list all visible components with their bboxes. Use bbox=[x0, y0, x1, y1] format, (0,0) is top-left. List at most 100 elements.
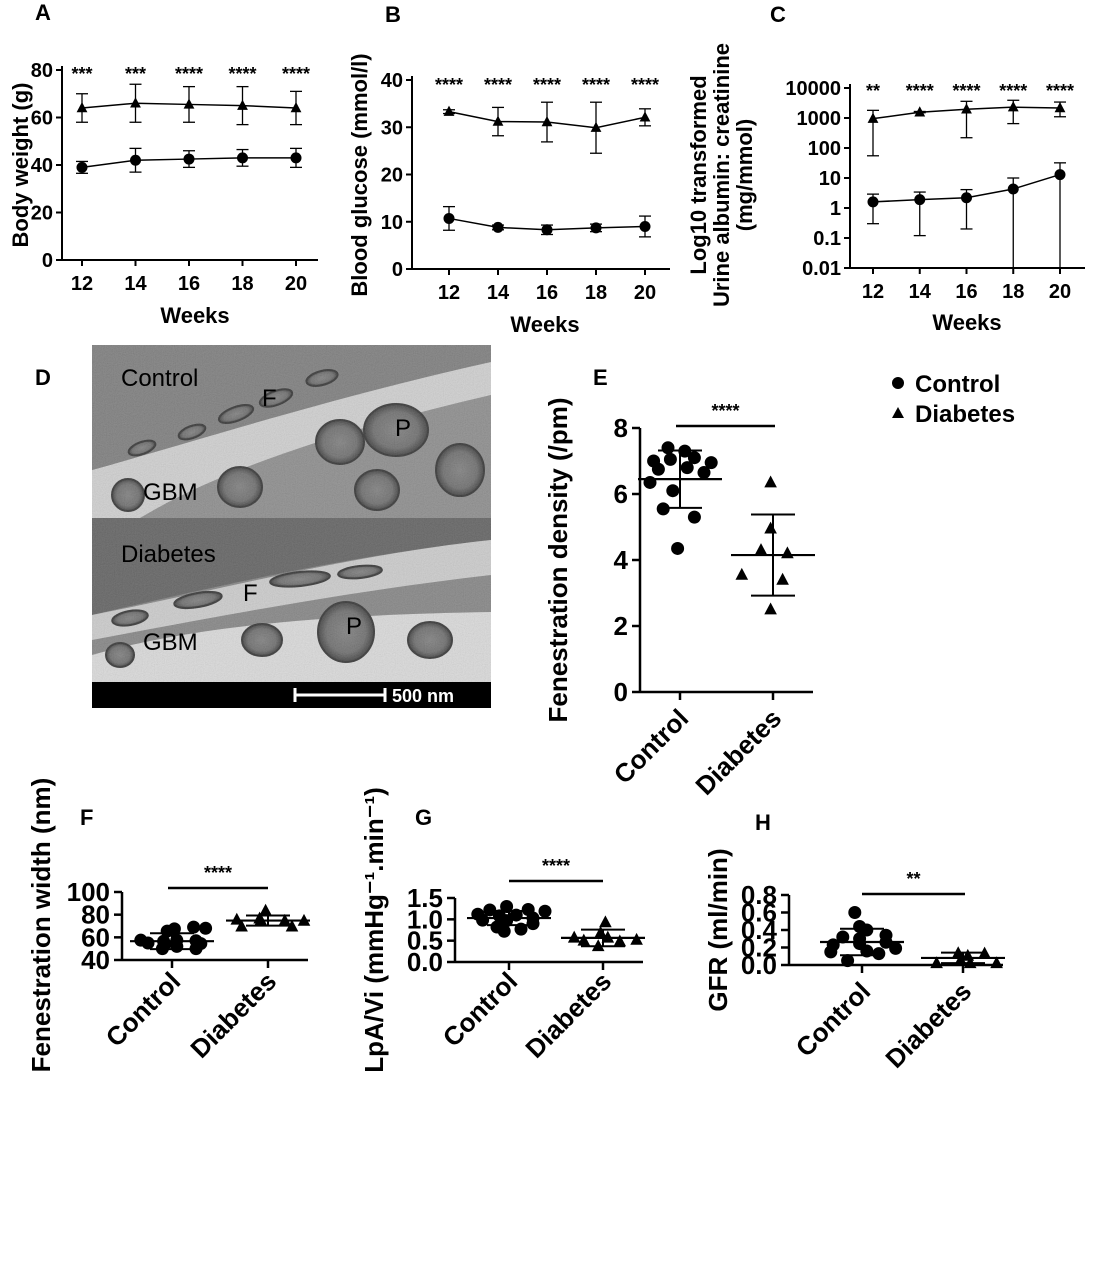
y-axis-title-line: Log10 transformed bbox=[686, 75, 711, 274]
significance-marker: *** bbox=[71, 64, 92, 84]
y-tick-label: 10000 bbox=[785, 78, 841, 100]
data-point-diabetes bbox=[259, 903, 272, 916]
data-point-diabetes bbox=[285, 919, 299, 932]
y-tick-label: 40 bbox=[31, 155, 53, 177]
category-label: Diabetes bbox=[519, 966, 617, 1064]
data-point-control bbox=[500, 900, 514, 914]
data-point-control bbox=[189, 942, 203, 956]
x-tick-label: 12 bbox=[71, 273, 93, 295]
data-point-diabetes bbox=[1054, 102, 1066, 113]
scale-bar-label: 500 nm bbox=[392, 686, 454, 706]
y-tick-label: 0.6 bbox=[741, 898, 777, 928]
data-point-control bbox=[961, 192, 972, 204]
y-tick-label: 0 bbox=[392, 259, 403, 281]
x-tick-label: 14 bbox=[487, 282, 510, 304]
data-point-diabetes bbox=[914, 106, 926, 117]
micrograph-label-diabetes: Diabetes bbox=[121, 541, 216, 568]
y-axis-title-line: Urine albumin: creatinine bbox=[709, 43, 734, 307]
data-point-diabetes bbox=[990, 956, 1003, 969]
y-axis-title: GFR (ml/min) bbox=[703, 848, 733, 1011]
category-label: Diabetes bbox=[184, 966, 282, 1064]
x-tick-label: 16 bbox=[536, 282, 558, 304]
y-tick-label: 0.1 bbox=[813, 228, 841, 250]
y-tick-label: 2 bbox=[614, 611, 628, 641]
y-axis-title: LpA/Vi (mmHg⁻¹.min⁻¹) bbox=[359, 787, 389, 1073]
y-tick-label: 80 bbox=[31, 60, 53, 82]
x-axis-title: Weeks bbox=[510, 312, 579, 337]
data-point-control bbox=[492, 221, 504, 233]
x-tick-label: 18 bbox=[1002, 281, 1024, 303]
y-tick-label: 100 bbox=[67, 877, 110, 907]
y-tick-label: 0.0 bbox=[407, 947, 443, 977]
data-point-control bbox=[687, 451, 701, 465]
x-tick-label: 16 bbox=[178, 273, 200, 295]
y-tick-label: 40 bbox=[81, 945, 110, 975]
chart-panel-b: 0 10 20 30 40 12 14 16 18 20 **** **** **** **** **** B… bbox=[347, 2, 670, 337]
data-point-diabetes bbox=[599, 915, 612, 928]
category-label: Control bbox=[437, 966, 524, 1053]
y-tick-label: 1 bbox=[830, 198, 841, 220]
data-point-diabetes bbox=[290, 102, 302, 113]
data-point-diabetes bbox=[601, 930, 615, 943]
y-tick-label: 1.5 bbox=[407, 883, 443, 913]
legend: Control Diabetes bbox=[892, 371, 1015, 428]
y-tick-label: 30 bbox=[381, 117, 403, 139]
data-point-control bbox=[476, 913, 490, 927]
y-tick-label: 8 bbox=[614, 413, 628, 443]
x-tick-label: 20 bbox=[1049, 281, 1071, 303]
data-point-control bbox=[704, 456, 718, 470]
data-point-diabetes bbox=[183, 98, 195, 109]
y-tick-label: 0.8 bbox=[741, 880, 777, 910]
significance-marker: **** bbox=[484, 75, 512, 95]
x-tick-label: 12 bbox=[438, 282, 460, 304]
y-axis-title: Fenestration density (/pm) bbox=[543, 397, 573, 722]
y-tick-label: 60 bbox=[31, 108, 53, 130]
panel-letter: E bbox=[593, 365, 608, 390]
scale-bar-strip bbox=[92, 682, 491, 708]
y-tick-label: 1.0 bbox=[407, 904, 443, 934]
data-point-control bbox=[824, 945, 838, 959]
data-point-diabetes bbox=[567, 930, 581, 943]
y-axis-title-line: (mg/mmol) bbox=[732, 119, 757, 231]
x-tick-label: 18 bbox=[585, 282, 607, 304]
data-point-control bbox=[680, 461, 694, 475]
category-label: Control bbox=[608, 703, 695, 790]
data-point-control bbox=[160, 924, 174, 938]
data-point-control bbox=[290, 152, 302, 164]
data-point-diabetes bbox=[764, 602, 777, 615]
data-point-control bbox=[639, 220, 651, 232]
data-point-control bbox=[860, 923, 874, 937]
data-point-diabetes bbox=[639, 111, 651, 122]
micrograph: 500 nm Control F P GBM Diabetes F P GBM bbox=[92, 345, 491, 708]
data-point-control bbox=[483, 903, 497, 917]
data-point-diabetes bbox=[754, 543, 768, 555]
y-tick-label: 10 bbox=[819, 168, 841, 190]
significance-marker: **** bbox=[952, 81, 980, 101]
y-tick-label: 0 bbox=[42, 250, 53, 272]
significance-marker: ** bbox=[906, 869, 920, 889]
significance-marker: **** bbox=[228, 64, 256, 84]
y-tick-label: 0.5 bbox=[407, 926, 443, 956]
micrograph-label-gbm-bottom: GBM bbox=[143, 629, 198, 656]
y-tick-label: 1000 bbox=[797, 108, 842, 130]
y-tick-label: 40 bbox=[381, 70, 403, 92]
y-axis-title: Body weight (g) bbox=[8, 83, 33, 248]
data-point-control bbox=[538, 904, 552, 918]
data-point-diabetes bbox=[130, 97, 141, 108]
significance-marker: **** bbox=[1046, 81, 1074, 101]
significance-marker: **** bbox=[175, 64, 203, 84]
data-point-control bbox=[661, 441, 675, 455]
x-tick-label: 16 bbox=[955, 281, 977, 303]
panel-letter: C bbox=[770, 2, 786, 27]
data-point-diabetes bbox=[230, 912, 244, 925]
data-point-control bbox=[497, 924, 511, 938]
category-label: Diabetes bbox=[689, 703, 787, 801]
x-tick-label: 14 bbox=[124, 273, 147, 295]
data-point-control bbox=[643, 475, 657, 489]
y-tick-label: 10 bbox=[381, 212, 403, 234]
y-tick-label: 4 bbox=[614, 545, 629, 575]
